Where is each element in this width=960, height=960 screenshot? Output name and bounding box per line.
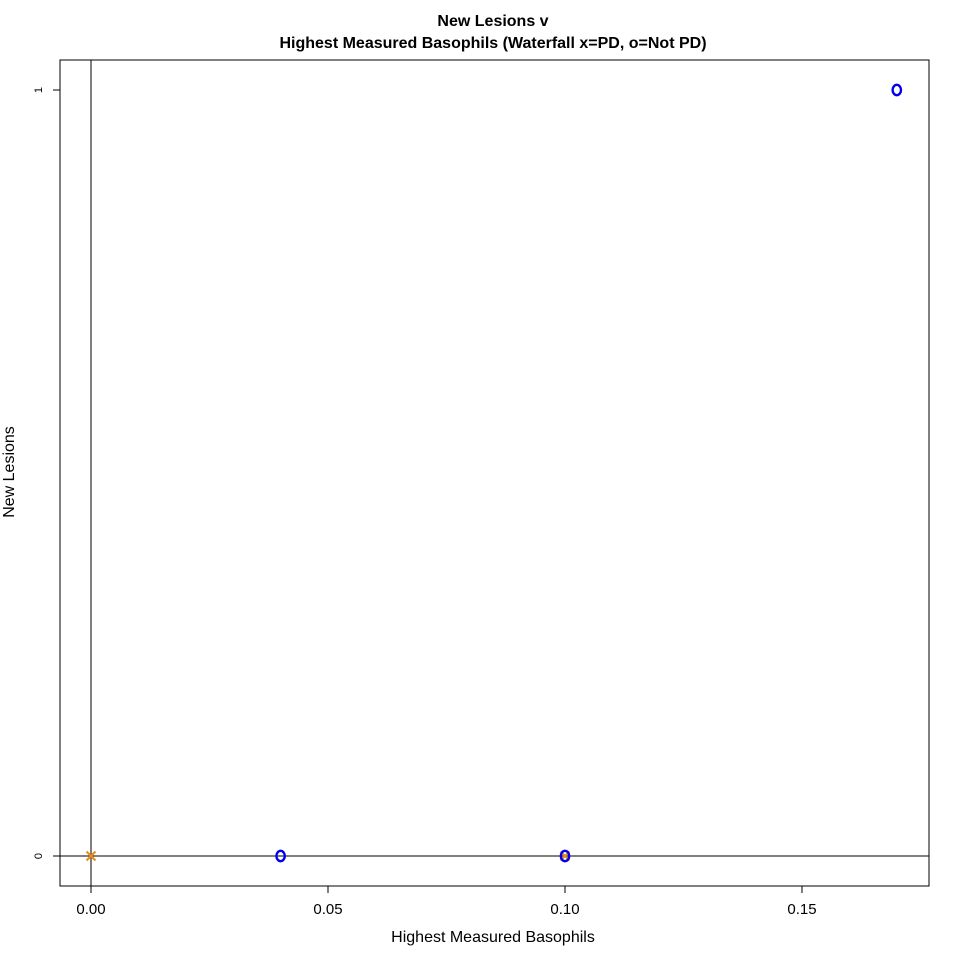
y-axis-label: New Lesions [1, 426, 18, 518]
chart-title-line1: New Lesions v [437, 13, 548, 30]
x-axis-label: Highest Measured Basophils [391, 929, 595, 946]
x-tick-label: 0.05 [313, 901, 342, 918]
reference-lines [60, 60, 929, 886]
x-tick-label: 0.10 [550, 901, 579, 918]
x-tick-label: 0.15 [787, 901, 816, 918]
not-pd-point-o-marker [275, 849, 286, 863]
not-pd-point-o-marker [891, 83, 903, 97]
plot-frame [59, 59, 930, 887]
pd-point-x-marker [85, 850, 97, 862]
y-axis: 01 [33, 87, 61, 859]
chart-title-line2: Highest Measured Basophils (Waterfall x=… [279, 35, 706, 52]
y-tick-label: 0 [33, 853, 45, 859]
y-tick-label: 1 [33, 87, 45, 93]
x-axis: 0.00 0.05 0.10 0.15 [76, 885, 817, 918]
data-points [85, 83, 903, 863]
x-tick-label: 0.00 [76, 901, 105, 918]
not-pd-point-o-marker [559, 849, 571, 863]
